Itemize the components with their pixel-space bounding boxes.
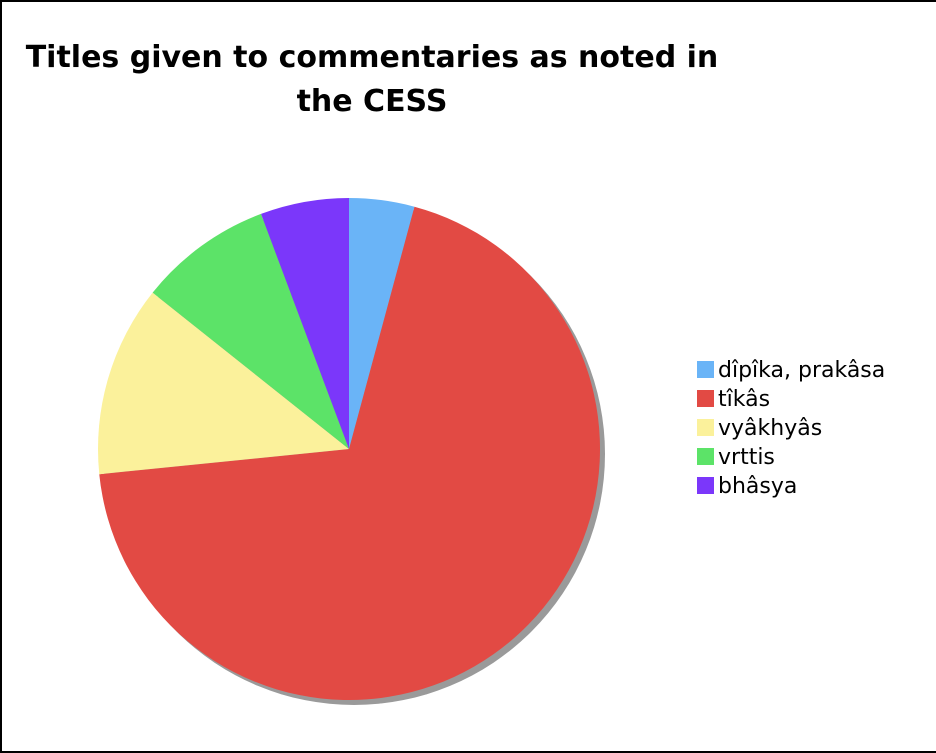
legend-label-1: tîkâs	[718, 387, 770, 412]
chart-title: Titles given to commentaries as noted in…	[25, 40, 719, 119]
legend-swatch-2	[697, 419, 714, 436]
pie-slice-1	[99, 206, 600, 700]
legend-label-4: bhâsya	[718, 474, 797, 499]
pie-slice-3	[152, 213, 349, 449]
legend-label-0: dîpîka, prakâsa	[718, 358, 885, 383]
pie-slice-0	[349, 198, 415, 449]
pie-slice-2	[98, 292, 349, 475]
pie-slice-4	[261, 198, 349, 449]
legend-swatch-0	[697, 361, 714, 378]
legend-label-3: vrttis	[718, 445, 775, 470]
legend-swatch-4	[697, 477, 714, 494]
legend-swatch-1	[697, 390, 714, 407]
pie-slices	[98, 198, 600, 700]
legend: dîpîka, prakâsa tîkâs vyâkhyâs vrttis bhâsya	[697, 358, 885, 499]
legend-label-2: vyâkhyâs	[718, 416, 822, 441]
legend-swatch-3	[697, 448, 714, 465]
